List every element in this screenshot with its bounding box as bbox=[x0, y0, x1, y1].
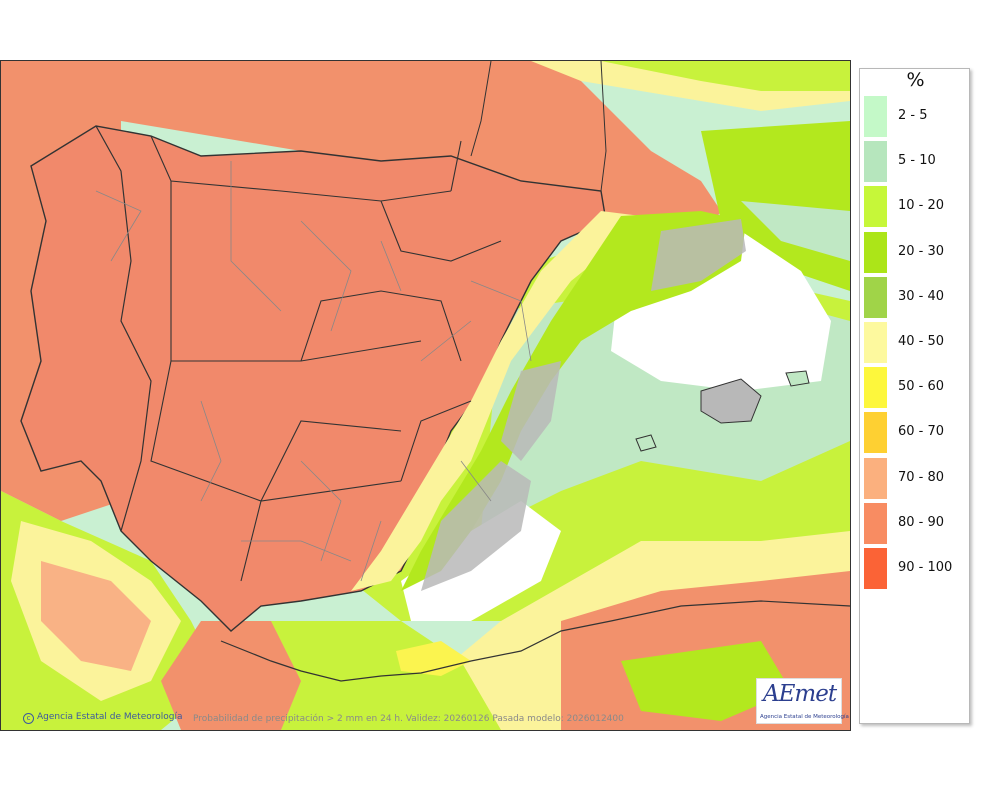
legend-item: 70 - 80 bbox=[864, 457, 968, 499]
legend-label: 50 - 60 bbox=[898, 379, 945, 395]
africa-orange-west bbox=[161, 621, 301, 730]
map-canvas bbox=[1, 61, 850, 730]
legend-label: 70 - 80 bbox=[898, 469, 945, 485]
legend-swatch bbox=[864, 276, 887, 318]
legend-panel: % 2 - 5 5 - 10 10 - 20 20 - 30 30 - 40 40 - 5… bbox=[859, 68, 970, 724]
legend-swatch bbox=[864, 367, 887, 409]
atlantic-south-orange bbox=[41, 561, 151, 671]
legend-item: 80 - 90 bbox=[864, 502, 968, 544]
mallorca-island bbox=[700, 378, 762, 424]
legend-item: 40 - 50 bbox=[864, 322, 968, 363]
legend-label: 5 - 10 bbox=[898, 153, 936, 169]
legend-label: 60 - 70 bbox=[898, 424, 945, 440]
menorca-island bbox=[785, 370, 810, 387]
north-africa-coast bbox=[220, 600, 850, 682]
legend-item: 60 - 70 bbox=[864, 412, 968, 454]
legend-item: 30 - 40 bbox=[864, 276, 968, 318]
aemet-logo: AEmet Agencia Estatal de Meteorología bbox=[756, 678, 849, 724]
france-border bbox=[470, 61, 607, 192]
gulf-lion-pale-band bbox=[741, 201, 850, 261]
portugal-border bbox=[95, 125, 152, 532]
legend-swatch bbox=[864, 96, 887, 137]
legend-item: 10 - 20 bbox=[864, 186, 968, 228]
footer-credit-text: Agencia Estatal de Meteorología bbox=[37, 712, 183, 722]
legend-label: 80 - 90 bbox=[898, 514, 945, 530]
copyright-icon: c bbox=[23, 713, 34, 724]
east-coast-yellow-band bbox=[351, 211, 641, 591]
legend-item: 2 - 5 bbox=[864, 96, 968, 137]
legend-swatch bbox=[864, 322, 887, 363]
legend-label: 90 - 100 bbox=[898, 560, 953, 575]
legend-item: 50 - 60 bbox=[864, 367, 968, 409]
legend-label: 2 - 5 bbox=[898, 108, 928, 123]
east-coast-grey-relief bbox=[421, 219, 746, 591]
north-east-green-band bbox=[601, 61, 850, 91]
ibiza-island bbox=[635, 434, 657, 452]
legend-swatch bbox=[864, 141, 887, 183]
legend-item: 90 - 100 bbox=[864, 548, 968, 589]
legend-swatch bbox=[864, 412, 887, 454]
aemet-logo-mark: AEmet bbox=[763, 681, 837, 707]
legend-swatch bbox=[864, 548, 887, 589]
legend-swatch bbox=[864, 186, 887, 228]
legend-label: 40 - 50 bbox=[898, 334, 945, 349]
footer-credit: c Agencia Estatal de Meteorología bbox=[23, 712, 183, 724]
legend-swatch bbox=[864, 502, 887, 544]
legend-item: 20 - 30 bbox=[864, 231, 968, 273]
africa-center-green bbox=[621, 641, 791, 721]
africa-yellow-spot bbox=[396, 641, 471, 676]
legend-swatch bbox=[864, 457, 887, 499]
legend-label: 10 - 20 bbox=[898, 198, 945, 214]
aemet-logo-subtitle: Agencia Estatal de Meteorología bbox=[760, 714, 849, 720]
legend-swatch bbox=[864, 231, 887, 273]
legend-label: 30 - 40 bbox=[898, 288, 945, 304]
legend-item: 5 - 10 bbox=[864, 141, 968, 183]
province-borders bbox=[95, 161, 532, 582]
legend-label: 20 - 30 bbox=[898, 243, 945, 259]
map-caption: Probabilidad de precipitación > 2 mm en … bbox=[193, 714, 624, 724]
precipitation-probability-map: c Agencia Estatal de Meteorología Probabi… bbox=[0, 60, 851, 731]
legend-title: % bbox=[906, 69, 925, 91]
